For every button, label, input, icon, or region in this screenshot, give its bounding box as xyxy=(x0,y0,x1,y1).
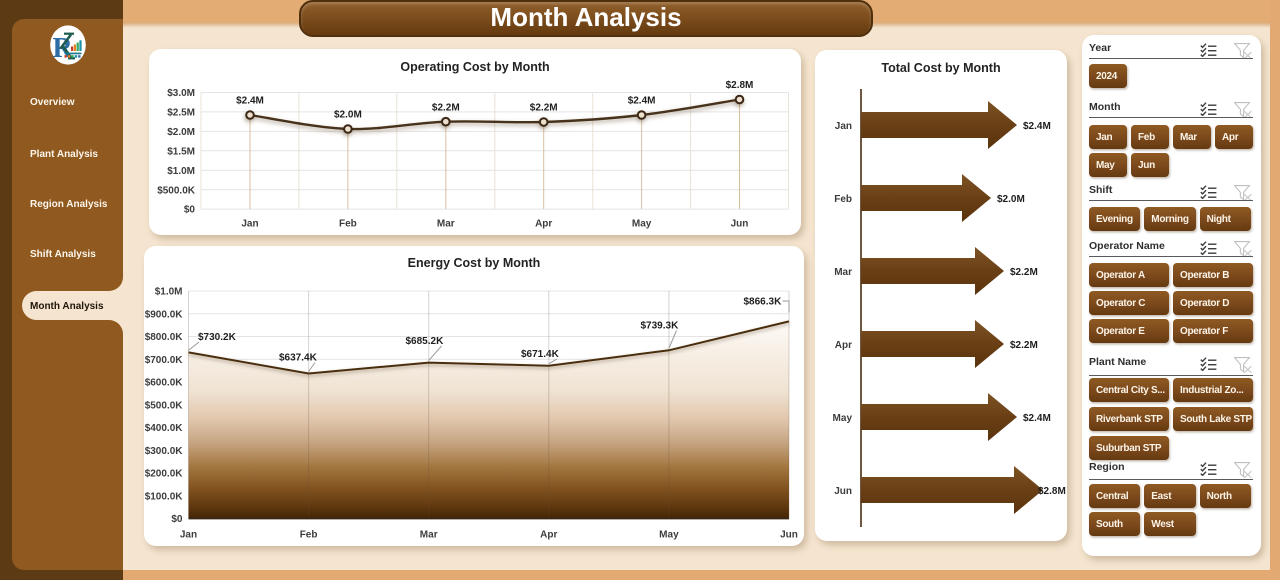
svg-text:$600.0K: $600.0K xyxy=(145,378,184,389)
svg-text:$2.4M: $2.4M xyxy=(628,96,656,107)
svg-text:$2.2M: $2.2M xyxy=(530,103,558,114)
svg-text:$3.0M: $3.0M xyxy=(167,88,195,99)
svg-text:$1.0M: $1.0M xyxy=(155,287,183,298)
svg-text:Mar: Mar xyxy=(437,219,455,230)
svg-text:$0: $0 xyxy=(171,514,183,525)
svg-text:$500.0K: $500.0K xyxy=(145,400,184,411)
svg-text:$2.2M: $2.2M xyxy=(432,102,460,113)
svg-text:$900.0K: $900.0K xyxy=(145,309,184,320)
svg-text:$2.5M: $2.5M xyxy=(167,108,195,119)
svg-text:$2.2M: $2.2M xyxy=(1010,340,1038,351)
svg-text:$200.0K: $200.0K xyxy=(145,469,184,480)
svg-text:$400.0K: $400.0K xyxy=(145,423,184,434)
svg-text:$671.4K: $671.4K xyxy=(521,349,560,360)
svg-text:Mar: Mar xyxy=(420,529,438,540)
svg-text:Apr: Apr xyxy=(835,340,852,351)
svg-text:$2.8M: $2.8M xyxy=(726,80,754,91)
svg-text:$2.8M: $2.8M xyxy=(1038,486,1066,497)
svg-text:$800.0K: $800.0K xyxy=(145,332,184,343)
svg-text:$866.3K: $866.3K xyxy=(744,297,783,308)
svg-text:Mar: Mar xyxy=(834,267,852,278)
svg-text:$1.0M: $1.0M xyxy=(167,166,195,177)
svg-text:$685.2K: $685.2K xyxy=(406,336,445,347)
svg-text:Jun: Jun xyxy=(834,486,852,497)
svg-text:$1.5M: $1.5M xyxy=(167,146,195,157)
svg-text:Apr: Apr xyxy=(535,219,552,230)
svg-text:May: May xyxy=(659,529,679,540)
svg-text:Apr: Apr xyxy=(540,529,557,540)
svg-text:$739.3K: $739.3K xyxy=(641,321,680,332)
svg-text:Jan: Jan xyxy=(835,121,852,132)
svg-text:$300.0K: $300.0K xyxy=(145,446,184,457)
svg-text:$100.0K: $100.0K xyxy=(145,491,184,502)
svg-text:Jun: Jun xyxy=(731,219,749,230)
svg-text:$0: $0 xyxy=(184,205,196,216)
svg-text:$2.0M: $2.0M xyxy=(167,127,195,138)
svg-text:$2.0M: $2.0M xyxy=(334,110,362,121)
svg-text:May: May xyxy=(833,413,853,424)
svg-text:Jan: Jan xyxy=(180,529,197,540)
svg-text:$500.0K: $500.0K xyxy=(157,185,196,196)
svg-text:$730.2K: $730.2K xyxy=(198,332,237,343)
svg-text:$2.4M: $2.4M xyxy=(236,96,264,107)
svg-text:Jan: Jan xyxy=(241,219,258,230)
svg-text:$2.4M: $2.4M xyxy=(1023,121,1051,132)
svg-text:Feb: Feb xyxy=(834,194,852,205)
svg-text:$637.4K: $637.4K xyxy=(279,353,318,364)
svg-text:$2.0M: $2.0M xyxy=(997,194,1025,205)
svg-text:May: May xyxy=(632,219,652,230)
svg-text:Feb: Feb xyxy=(300,529,318,540)
svg-text:$2.4M: $2.4M xyxy=(1023,413,1051,424)
svg-text:$2.2M: $2.2M xyxy=(1010,267,1038,278)
svg-text:Jun: Jun xyxy=(780,529,798,540)
svg-text:Feb: Feb xyxy=(339,219,357,230)
svg-text:$700.0K: $700.0K xyxy=(145,355,184,366)
